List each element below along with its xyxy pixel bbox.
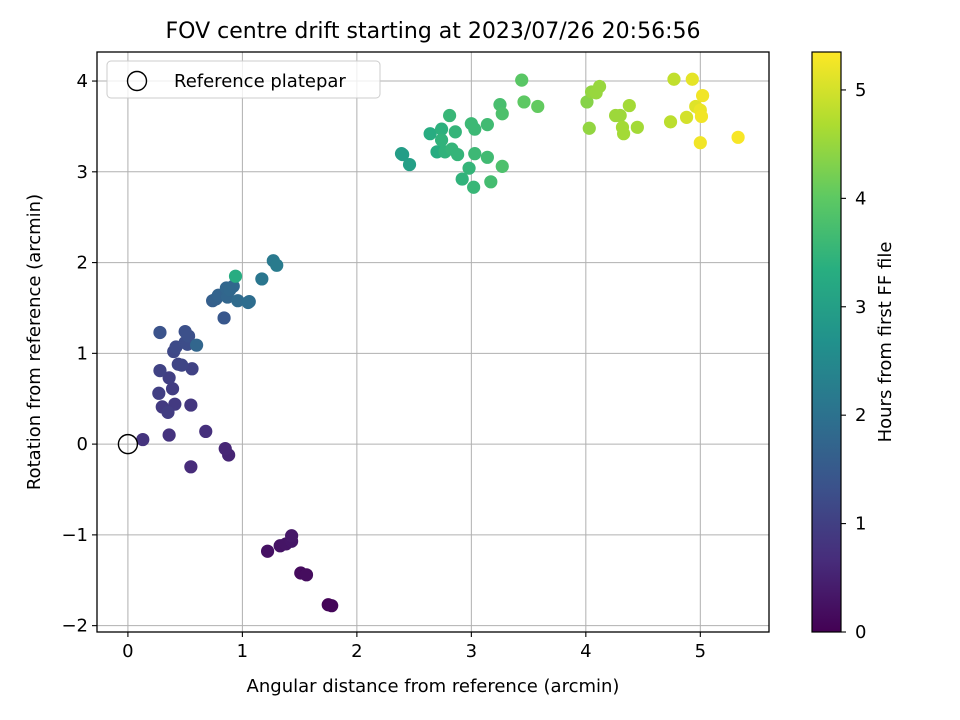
data-point xyxy=(484,175,498,189)
legend-marker-icon xyxy=(126,70,148,92)
data-point xyxy=(402,157,417,172)
data-point xyxy=(679,110,694,124)
data-point xyxy=(228,269,243,283)
data-point xyxy=(468,122,482,136)
data-point xyxy=(694,109,709,124)
chart-title: FOV centre drift starting at 2023/07/26 … xyxy=(166,19,701,44)
data-point xyxy=(613,108,627,123)
data-point xyxy=(696,88,710,103)
data-point xyxy=(226,279,240,293)
y-tick-label: 3 xyxy=(77,162,88,183)
data-point xyxy=(175,358,189,372)
data-point xyxy=(455,172,469,186)
y-tick-label: −2 xyxy=(61,616,88,637)
data-point xyxy=(184,460,198,474)
data-point xyxy=(153,363,167,378)
data-point xyxy=(468,147,482,161)
colorbar-tick-label: 5 xyxy=(855,80,866,101)
y-tick-label: 2 xyxy=(77,253,88,274)
data-point xyxy=(161,405,175,419)
data-point xyxy=(181,329,196,343)
data-point xyxy=(442,108,457,123)
data-point xyxy=(448,125,462,139)
data-point xyxy=(731,130,745,144)
colorbar-tick-label: 4 xyxy=(855,188,866,209)
data-point xyxy=(685,72,699,86)
data-point xyxy=(136,432,150,447)
data-point xyxy=(434,122,449,136)
colorbar-label: Hours from first FF file xyxy=(875,242,896,443)
data-point xyxy=(153,325,167,340)
legend-box xyxy=(106,60,381,99)
data-point xyxy=(617,127,631,141)
x-axis-ticks: 0 1 2 3 4 5 xyxy=(122,632,706,662)
data-point xyxy=(495,159,509,173)
data-point xyxy=(693,136,707,150)
data-point xyxy=(162,428,176,442)
x-tick-label: 5 xyxy=(695,641,706,662)
y-tick-label: −1 xyxy=(61,525,88,546)
data-point xyxy=(162,371,176,385)
data-point xyxy=(396,147,410,162)
x-axis-label: Angular distance from reference (arcmin) xyxy=(247,676,620,697)
data-point xyxy=(480,150,494,164)
colorbar-tick-label: 1 xyxy=(855,514,866,535)
data-point xyxy=(580,95,594,109)
y-tick-label: 0 xyxy=(77,434,88,455)
x-tick-label: 4 xyxy=(580,641,591,662)
data-point xyxy=(152,386,166,400)
data-point xyxy=(622,98,636,113)
data-point xyxy=(517,95,531,109)
data-point xyxy=(218,442,232,456)
legend: Reference platepar xyxy=(106,60,381,99)
legend-entry-reference: Reference platepar xyxy=(174,71,346,92)
y-axis-label: Rotation from reference (arcmin) xyxy=(24,194,45,490)
y-axis-ticks: −2 −1 0 1 2 3 4 xyxy=(61,71,97,637)
reference-point-marker xyxy=(117,433,139,455)
data-point xyxy=(531,99,545,114)
x-tick-label: 0 xyxy=(122,641,133,662)
data-point xyxy=(451,147,465,162)
data-points xyxy=(136,72,745,613)
data-point xyxy=(231,294,245,308)
colorbar-tick-label: 0 xyxy=(855,622,866,643)
data-point xyxy=(189,338,204,352)
data-point xyxy=(242,295,256,309)
x-tick-label: 1 xyxy=(237,641,248,662)
data-point xyxy=(495,107,509,121)
data-point xyxy=(582,121,596,135)
data-point xyxy=(165,382,180,396)
reference-marker-group xyxy=(117,433,139,455)
x-tick-label: 2 xyxy=(351,641,362,662)
data-point xyxy=(217,311,231,325)
data-point xyxy=(199,424,213,439)
data-point xyxy=(184,398,198,412)
data-point xyxy=(515,73,529,87)
data-point xyxy=(299,568,314,582)
x-tick-label: 3 xyxy=(466,641,477,662)
data-point xyxy=(480,118,494,132)
plot-frame xyxy=(96,51,770,633)
data-point xyxy=(467,180,481,194)
data-point xyxy=(255,272,269,286)
data-point xyxy=(667,72,681,86)
data-point xyxy=(260,544,275,558)
data-point xyxy=(462,161,476,175)
colorbar-tick-label: 3 xyxy=(855,297,866,318)
data-point xyxy=(325,599,339,613)
data-point xyxy=(592,79,607,94)
data-point xyxy=(434,133,449,147)
data-point xyxy=(285,529,299,543)
data-point xyxy=(630,120,644,134)
colorbar-tick-label: 2 xyxy=(855,405,866,426)
data-point xyxy=(185,362,199,376)
data-point xyxy=(423,127,437,141)
colorbar-ticks: 0 1 2 3 4 5 xyxy=(841,80,866,643)
colorbar xyxy=(811,51,842,633)
y-tick-label: 4 xyxy=(77,71,88,92)
y-tick-label: 1 xyxy=(77,343,88,364)
data-point xyxy=(270,258,284,272)
data-point xyxy=(663,115,678,129)
